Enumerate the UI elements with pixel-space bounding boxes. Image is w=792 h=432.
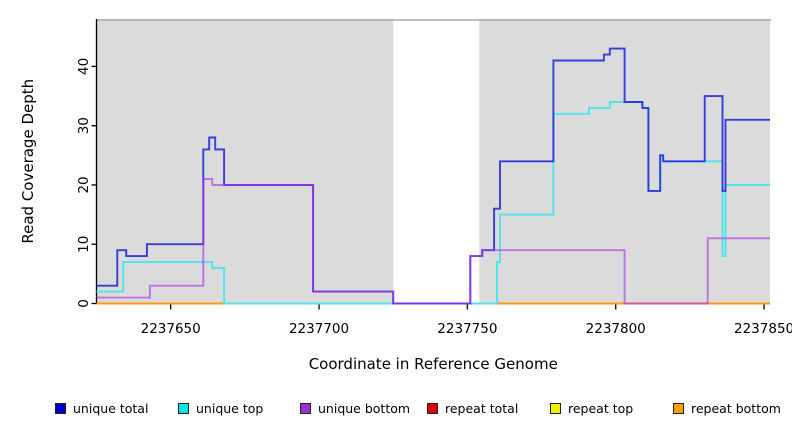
- repeat-bottom-swatch-icon: [673, 402, 684, 414]
- legend-label: unique total: [73, 400, 149, 416]
- y-tick-label: 30: [76, 117, 92, 134]
- repeat-total-swatch-icon: [427, 402, 438, 414]
- plot-shaded-region-0: [96, 19, 394, 303]
- legend-label: unique bottom: [318, 400, 411, 416]
- x-axis-title: Coordinate in Reference Genome: [309, 355, 558, 373]
- legend-item-repeat-total: repeat total: [427, 399, 518, 417]
- x-tick-label: 2237700: [289, 321, 349, 337]
- coverage-chart: 0 10 20 30 40 2237650 2237700 2237750 2237800 223…: [19, 19, 792, 373]
- x-tick-label: 2237850: [734, 321, 792, 337]
- chart-legend: unique total unique top unique bottom re…: [0, 399, 792, 419]
- legend-label: repeat top: [568, 400, 634, 416]
- legend-item-unique-bottom: unique bottom: [300, 399, 410, 417]
- y-tick-label: 40: [76, 58, 92, 75]
- legend-item-unique-top: unique top: [178, 399, 263, 417]
- legend-item-repeat-bottom: repeat bottom: [673, 399, 781, 417]
- unique-total-swatch-icon: [55, 402, 66, 414]
- legend-label: unique top: [196, 400, 264, 416]
- x-tick-label: 2237650: [141, 321, 201, 337]
- repeat-top-swatch-icon: [550, 402, 561, 414]
- y-axis-title: Read Coverage Depth: [19, 79, 37, 244]
- series-line-unique-total: [96, 47, 770, 305]
- unique-top-swatch-icon: [178, 402, 189, 414]
- y-tick-label: 10: [76, 236, 92, 253]
- y-tick-label: 0: [76, 299, 92, 308]
- y-tick-label: 20: [76, 176, 92, 193]
- series-line-unique-bottom: [96, 178, 770, 305]
- legend-item-repeat-top: repeat top: [550, 399, 633, 417]
- unique-bottom-swatch-icon: [300, 402, 311, 414]
- x-tick-label: 2237800: [586, 321, 646, 337]
- legend-item-unique-total: unique total: [55, 399, 148, 417]
- legend-label: repeat total: [445, 400, 519, 416]
- x-tick-label: 2237750: [437, 321, 497, 337]
- legend-label: repeat bottom: [691, 400, 781, 416]
